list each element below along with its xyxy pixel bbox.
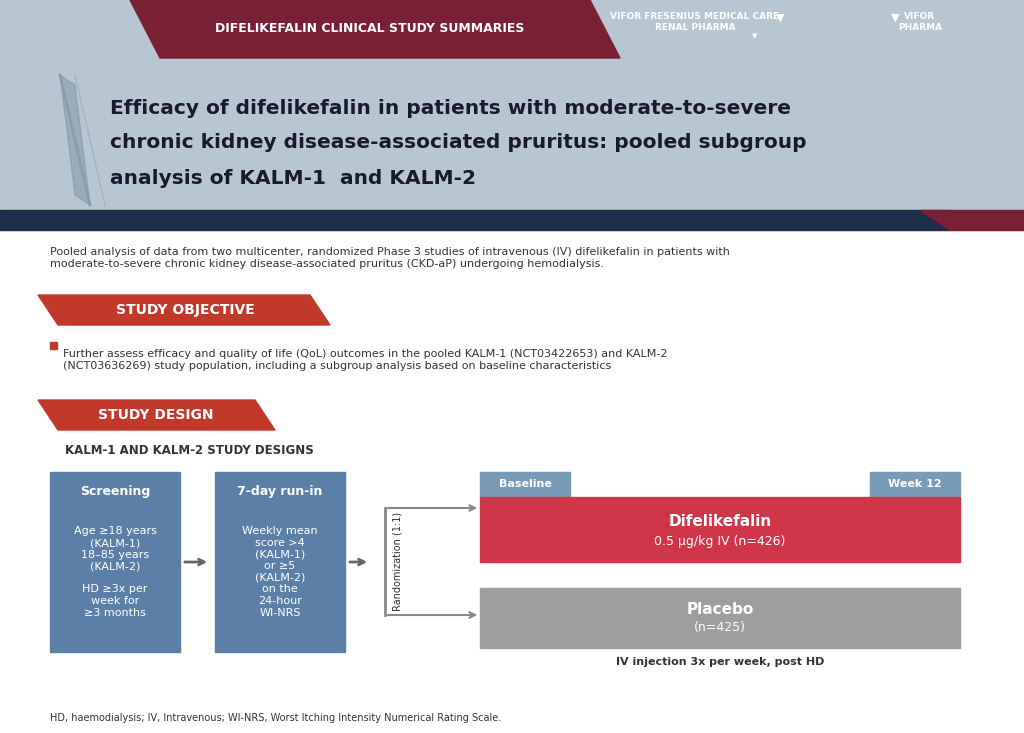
FancyBboxPatch shape bbox=[215, 472, 345, 652]
Text: Weekly mean
score >4
(KALM-1)
or ≥5
(KALM-2)
on the
24-hour
WI-NRS: Weekly mean score >4 (KALM-1) or ≥5 (KAL… bbox=[243, 526, 317, 618]
Text: Baseline: Baseline bbox=[499, 479, 552, 489]
Text: 7-day run-in: 7-day run-in bbox=[238, 485, 323, 498]
FancyBboxPatch shape bbox=[870, 472, 961, 496]
Bar bbox=[50, 342, 57, 349]
Text: Placebo: Placebo bbox=[686, 603, 754, 617]
Text: chronic kidney disease-associated pruritus: pooled subgroup: chronic kidney disease-associated prurit… bbox=[110, 133, 807, 152]
Text: (n=425): (n=425) bbox=[694, 622, 746, 635]
Text: Screening: Screening bbox=[80, 485, 151, 498]
Text: Pooled analysis of data from two multicenter, randomized Phase 3 studies of intr: Pooled analysis of data from two multice… bbox=[50, 247, 730, 269]
Text: Age ≥18 years
(KALM-1)
18–85 years
(KALM-2)

HD ≥3x per
week for
≥3 months: Age ≥18 years (KALM-1) 18–85 years (KALM… bbox=[74, 526, 157, 618]
Polygon shape bbox=[38, 400, 275, 430]
Text: VIFOR
PHARMA: VIFOR PHARMA bbox=[898, 12, 942, 32]
Text: HD, haemodialysis; IV, Intravenous; WI-NRS, Worst Itching Intensity Numerical Ra: HD, haemodialysis; IV, Intravenous; WI-N… bbox=[50, 713, 502, 723]
Polygon shape bbox=[38, 295, 330, 325]
Text: 0.5 μg/kg IV (n=426): 0.5 μg/kg IV (n=426) bbox=[654, 536, 785, 548]
Text: Difelikefalin: Difelikefalin bbox=[669, 515, 772, 529]
Polygon shape bbox=[130, 0, 620, 58]
Text: KALM-1 AND KALM-2 STUDY DESIGNS: KALM-1 AND KALM-2 STUDY DESIGNS bbox=[65, 443, 313, 457]
Text: STUDY OBJECTIVE: STUDY OBJECTIVE bbox=[116, 303, 254, 317]
Text: VIFOR FRESENIUS MEDICAL CARE
RENAL PHARMA: VIFOR FRESENIUS MEDICAL CARE RENAL PHARM… bbox=[610, 12, 779, 32]
FancyBboxPatch shape bbox=[480, 497, 961, 562]
FancyBboxPatch shape bbox=[480, 472, 570, 496]
Bar bbox=[0, 210, 950, 230]
Text: Further assess efficacy and quality of life (QoL) outcomes in the pooled KALM-1 : Further assess efficacy and quality of l… bbox=[63, 349, 668, 371]
Polygon shape bbox=[920, 210, 1024, 230]
Text: Randomization (1:1): Randomization (1:1) bbox=[393, 512, 403, 611]
Polygon shape bbox=[60, 75, 90, 205]
FancyBboxPatch shape bbox=[480, 588, 961, 648]
Text: Week 12: Week 12 bbox=[888, 479, 942, 489]
Text: STUDY DESIGN: STUDY DESIGN bbox=[98, 408, 214, 422]
FancyBboxPatch shape bbox=[50, 472, 180, 652]
Bar bbox=[0, 0, 1024, 230]
Text: IV injection 3x per week, post HD: IV injection 3x per week, post HD bbox=[615, 657, 824, 667]
Text: analysis of KALM-1  and KALM-2: analysis of KALM-1 and KALM-2 bbox=[110, 169, 476, 188]
Text: ▼: ▼ bbox=[891, 13, 899, 23]
Text: ▼: ▼ bbox=[776, 13, 784, 23]
Text: ▼: ▼ bbox=[753, 33, 758, 39]
Text: DIFELIKEFALIN CLINICAL STUDY SUMMARIES: DIFELIKEFALIN CLINICAL STUDY SUMMARIES bbox=[215, 23, 524, 35]
Text: Efficacy of difelikefalin in patients with moderate-to-severe: Efficacy of difelikefalin in patients wi… bbox=[110, 98, 791, 117]
